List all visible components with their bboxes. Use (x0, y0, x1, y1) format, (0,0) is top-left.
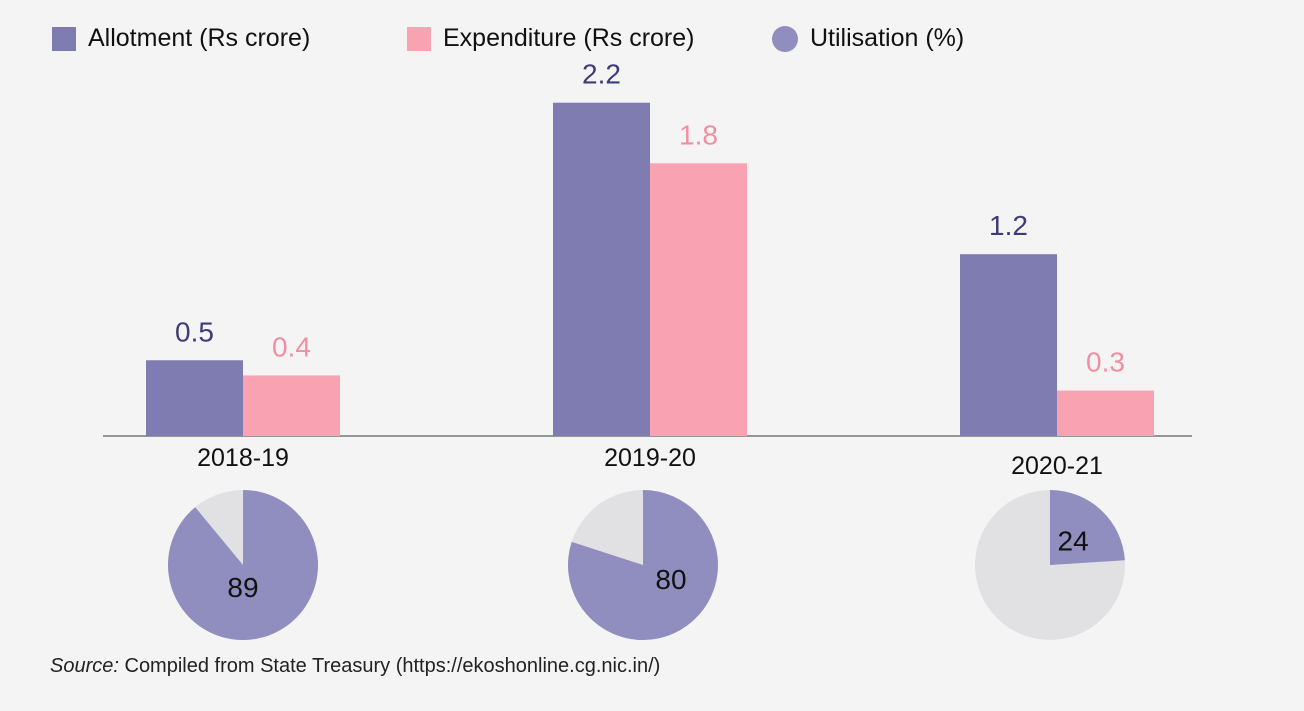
bar-allotment-2018-19 (146, 360, 243, 436)
data-label-allotment-2019-20: 2.2 (582, 59, 621, 90)
bar-expenditure-2020-21 (1057, 390, 1154, 436)
legend-label-utilisation: Utilisation (%) (810, 24, 965, 52)
pie-value-label-2020-21: 24 (1058, 525, 1089, 556)
pie-slice-utilisation-2020-21 (1050, 490, 1125, 565)
data-label-allotment-2020-21: 1.2 (989, 210, 1028, 241)
data-label-expenditure-2018-19: 0.4 (272, 331, 311, 362)
legend-item-utilisation: Utilisation (%) (772, 24, 964, 53)
pie-value-label-2019-20: 80 (655, 564, 686, 595)
category-label-2020-21: 2020-21 (1011, 452, 1103, 480)
source-note: Source: Compiled from State Treasury (ht… (50, 655, 660, 678)
pie-slice-utilisation-2019-20 (567, 490, 719, 640)
legend-item-allotment: Allotment (Rs crore) (52, 24, 310, 53)
data-label-expenditure-2020-21: 0.3 (1086, 347, 1125, 378)
bar-expenditure-2018-19 (243, 375, 340, 436)
legend-label-expenditure: Expenditure (Rs crore) (443, 24, 695, 52)
pie-value-label-2018-19: 89 (227, 572, 258, 603)
source-text: Compiled from State Treasury (https://ek… (118, 655, 661, 677)
legend-swatch-allotment (52, 26, 76, 51)
legend-item-expenditure: Expenditure (Rs crore) (407, 24, 694, 53)
pie-slice-utilisation-2018-19 (168, 490, 319, 640)
bar-allotment-2019-20 (553, 102, 650, 436)
legend-label-allotment: Allotment (Rs crore) (88, 24, 311, 52)
data-label-expenditure-2019-20: 1.8 (679, 119, 718, 150)
bar-expenditure-2019-20 (650, 163, 747, 437)
category-label-2019-20: 2019-20 (604, 444, 696, 472)
data-label-allotment-2018-19: 0.5 (175, 316, 214, 347)
bar-allotment-2020-21 (960, 254, 1057, 436)
legend-swatch-utilisation (772, 25, 798, 52)
category-label-2018-19: 2018-19 (197, 444, 289, 472)
source-label: Source: (50, 655, 119, 677)
legend-swatch-expenditure (407, 26, 431, 51)
